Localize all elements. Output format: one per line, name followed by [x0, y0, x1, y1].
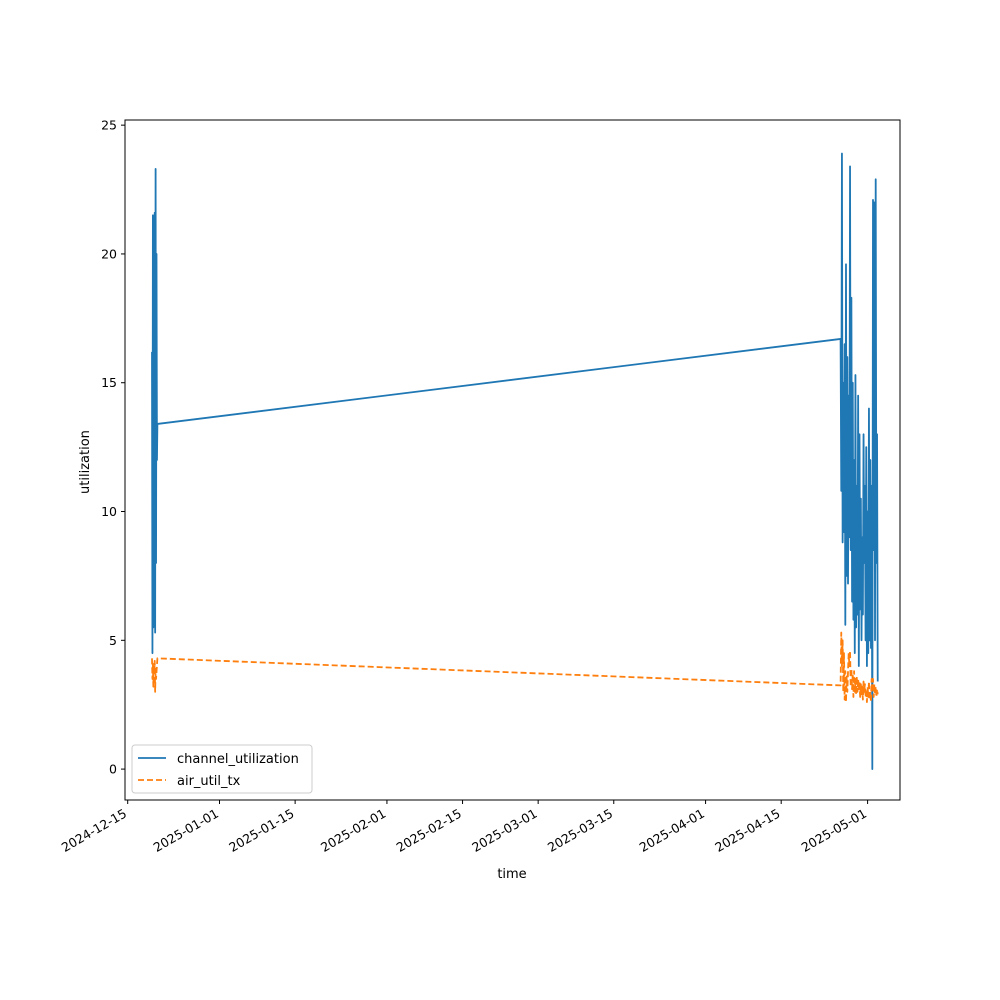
series-line-channel-utilization: [151, 152, 879, 770]
y-tick-label: 5: [109, 633, 117, 648]
series-line-air-util-tx: [151, 631, 879, 704]
y-tick-label: 0: [109, 762, 117, 777]
y-tick-label: 10: [101, 504, 117, 519]
y-tick-label: 20: [101, 246, 117, 261]
y-axis-label: utilization: [78, 430, 93, 494]
legend-box: [131, 744, 313, 794]
legend-label-air-util-tx: air_util_tx: [177, 774, 241, 789]
x-axis-label: time: [497, 867, 526, 882]
legend-label-channel-utilization: channel_utilization: [177, 752, 299, 767]
y-tick-label: 15: [101, 375, 117, 390]
series-layer: [151, 152, 879, 770]
y-axis: 0 5 10 15 20 25: [101, 118, 125, 777]
plot-frame: [124, 119, 901, 801]
legend: channel_utilization air_util_tx: [131, 744, 313, 794]
y-tick-label: 25: [101, 118, 117, 133]
